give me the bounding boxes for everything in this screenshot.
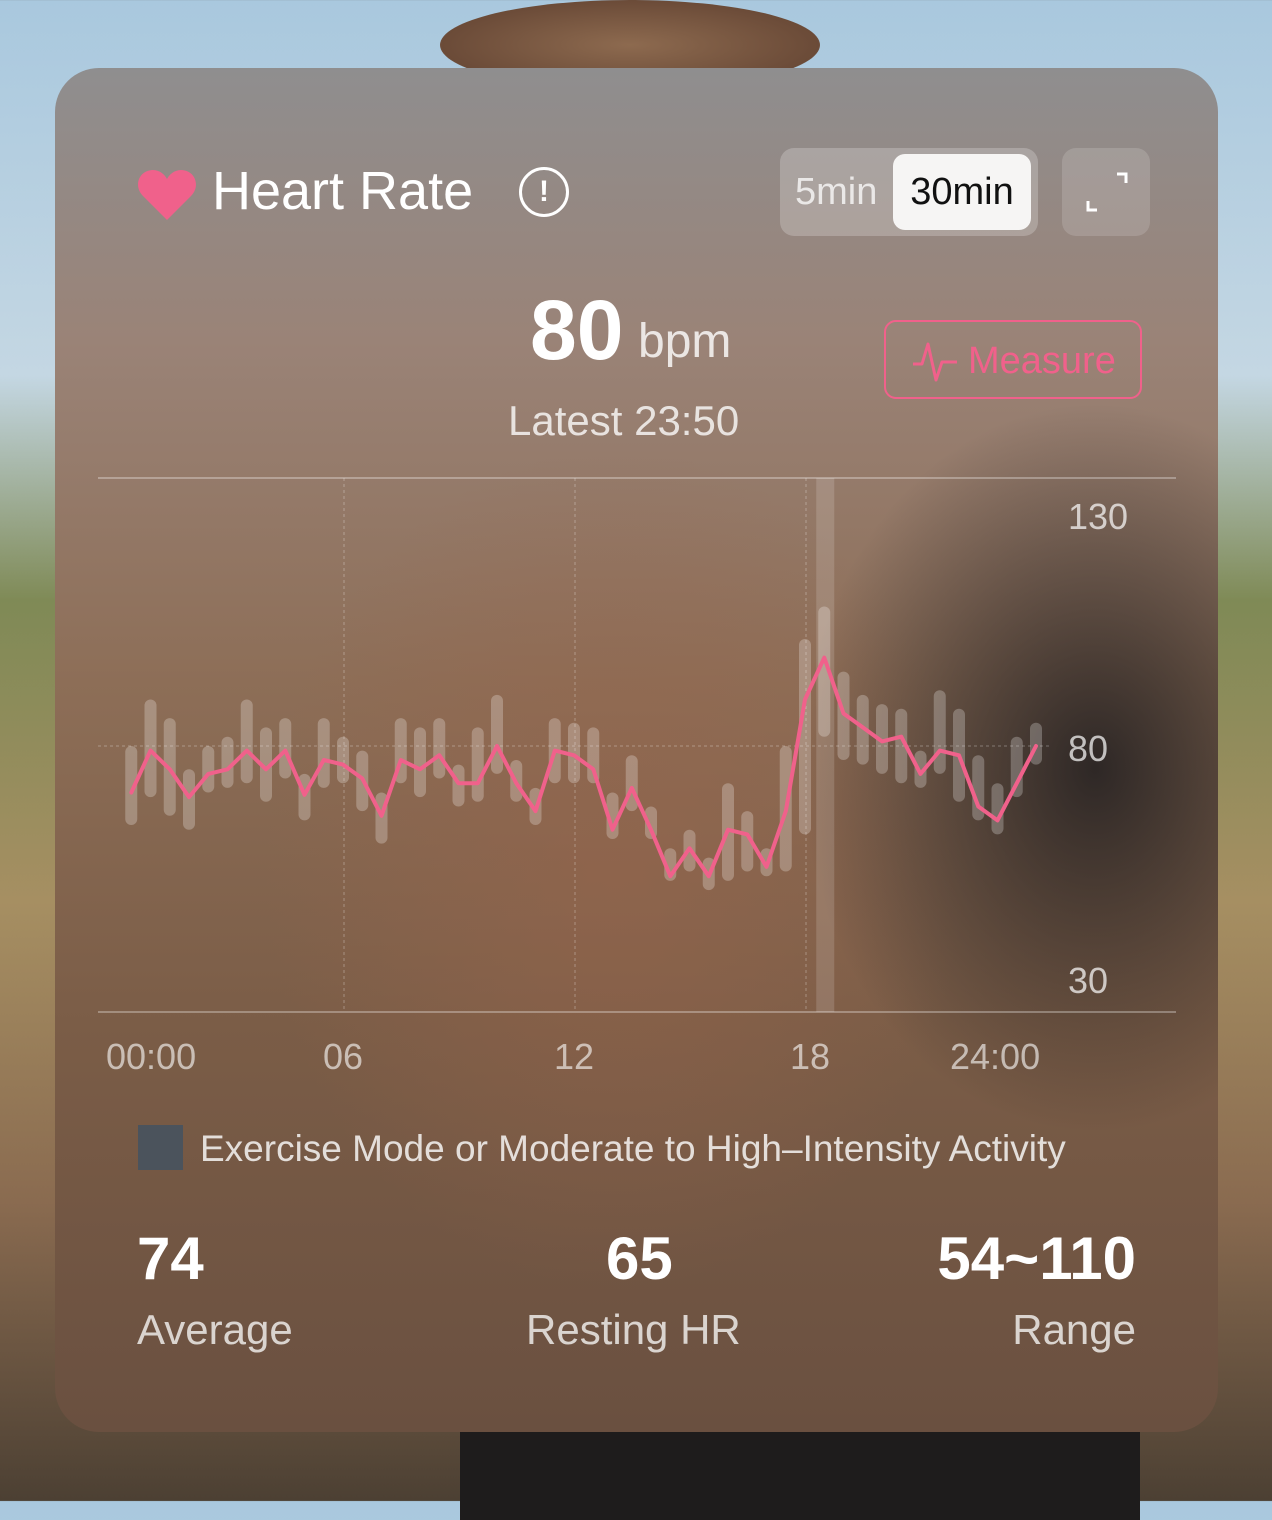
- range-bar: [433, 718, 446, 779]
- current-heart-rate: 80: [530, 283, 624, 377]
- measure-label: Measure: [968, 340, 1116, 382]
- expand-icon: [1086, 172, 1128, 212]
- range-bar: [645, 806, 657, 839]
- range-bar: [568, 722, 580, 784]
- range-bar: [741, 811, 754, 872]
- range-bar: [1010, 736, 1023, 798]
- interval-option-30min[interactable]: 30min: [893, 154, 1031, 230]
- range-bar: [279, 718, 292, 779]
- y-tick-130: 130: [1068, 496, 1129, 537]
- range-bar: [202, 746, 215, 793]
- stat-resting-value: 65: [606, 1225, 673, 1292]
- card-title: Heart Rate: [212, 161, 474, 221]
- x-tick-24: 24:00: [950, 1036, 1041, 1077]
- x-tick-6: 06: [323, 1036, 364, 1077]
- range-bar: [240, 699, 253, 784]
- range-bar: [471, 727, 484, 802]
- current-unit: bpm: [638, 315, 732, 368]
- range-bar: [183, 769, 195, 830]
- stat-resting-label: Resting HR: [526, 1306, 741, 1353]
- heart-icon: [138, 170, 196, 220]
- pulse-icon: [913, 342, 957, 382]
- legend-swatch: [138, 1125, 183, 1170]
- range-bar: [818, 606, 831, 737]
- range-bar: [895, 708, 908, 784]
- y-tick-80: 80: [1068, 728, 1109, 769]
- x-tick-0: 00:00: [106, 1036, 197, 1077]
- range-bar: [625, 755, 638, 812]
- range-bar: [221, 736, 234, 788]
- x-tick-12: 12: [554, 1036, 595, 1077]
- range-bar: [452, 764, 465, 807]
- range-bar: [337, 736, 349, 784]
- range-bar: [914, 750, 927, 788]
- range-bar: [125, 746, 138, 826]
- range-bar: [991, 783, 1004, 835]
- legend-label: Exercise Mode or Moderate to High–Intens…: [200, 1128, 1066, 1169]
- range-bar: [491, 694, 503, 774]
- range-bar: [414, 727, 426, 798]
- y-tick-30: 30: [1068, 960, 1109, 1001]
- exclamation-circle-icon[interactable]: !: [519, 167, 569, 217]
- selected-time-highlight: [816, 478, 835, 1012]
- heart-rate-line: [129, 655, 1038, 879]
- range-bar: [317, 718, 330, 788]
- measure-button[interactable]: Measure: [884, 320, 1142, 399]
- range-bar: [972, 755, 985, 821]
- stat-range-value: 54~110: [937, 1225, 1136, 1292]
- range-bar: [933, 690, 946, 774]
- x-tick-18: 18: [790, 1036, 831, 1077]
- latest-time: Latest 23:50: [508, 397, 740, 444]
- stat-range-label: Range: [1012, 1306, 1136, 1353]
- range-bar: [144, 699, 157, 798]
- stat-average-value: 74: [137, 1225, 204, 1292]
- interval-option-5min[interactable]: 5min: [795, 171, 878, 213]
- range-bar: [260, 727, 272, 802]
- expand-button[interactable]: [1062, 148, 1150, 236]
- stat-average-label: Average: [137, 1306, 293, 1353]
- range-bar: [799, 639, 811, 835]
